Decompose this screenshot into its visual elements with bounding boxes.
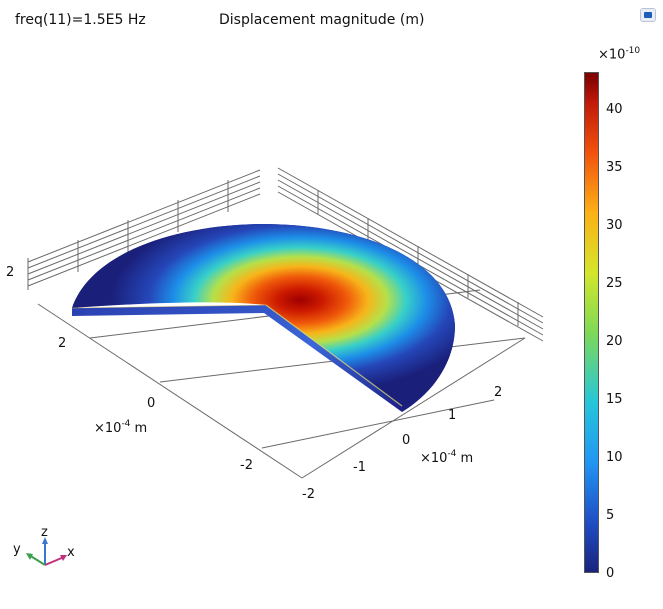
y-tick: 0	[147, 396, 155, 411]
parameter-label: freq(11)=1.5E5 Hz	[15, 12, 146, 28]
displacement-surface	[71, 224, 455, 412]
x-tick: -1	[353, 460, 366, 475]
colorbar-tick: 5	[606, 508, 615, 523]
coordinate-triad: z x y	[13, 525, 75, 566]
colorbar-tick: 30	[606, 218, 623, 233]
axis-ticks: 2 2 0 -2 -2 -1 0 1 2	[6, 265, 502, 502]
y-tick: -2	[240, 458, 253, 473]
x-tick: 2	[494, 385, 502, 400]
x-tick: -2	[302, 487, 315, 502]
colorbar-tick: 20	[606, 334, 623, 349]
colorbar-tick: 10	[606, 450, 623, 465]
triad-x-label: x	[67, 545, 75, 560]
y-tick: 2	[58, 336, 66, 351]
y-axis-unit: ×10-4 m	[94, 419, 147, 436]
triad-y-label: y	[13, 542, 21, 557]
colorbar-tick: 25	[606, 276, 623, 291]
plot-title: Displacement magnitude (m)	[219, 12, 425, 28]
colorbar-tick: 0	[606, 566, 615, 581]
colorbar	[584, 72, 599, 573]
colorbar-multiplier: ×10-10	[598, 46, 641, 63]
x-axis-unit: ×10-4 m	[420, 449, 473, 466]
graphics-window-icon[interactable]	[640, 8, 656, 22]
colorbar-tick: 40	[606, 102, 623, 117]
colorbar-tick: 35	[606, 160, 623, 175]
z-tick: 2	[6, 265, 14, 280]
x-tick: 1	[448, 408, 456, 423]
colorbar-tick: 15	[606, 392, 623, 407]
triad-z-label: z	[41, 525, 48, 540]
x-tick: 0	[402, 433, 410, 448]
